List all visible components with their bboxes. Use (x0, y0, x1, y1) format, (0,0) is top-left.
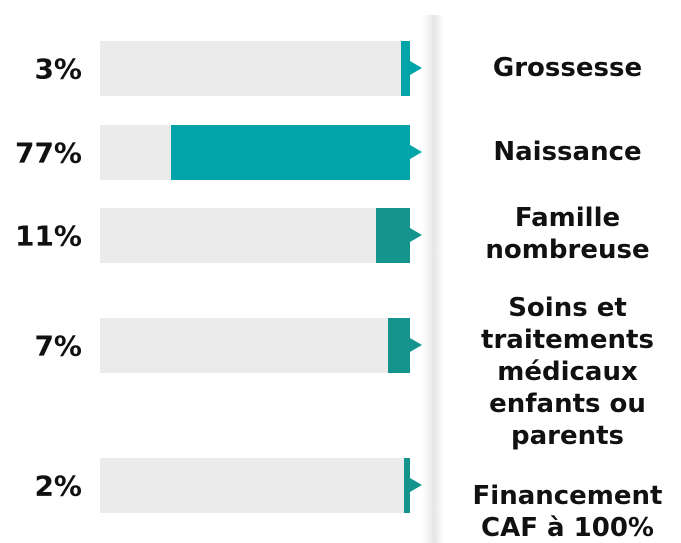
category-label: Financement CAF à 100% (472, 481, 663, 543)
value-label: 2% (34, 469, 82, 502)
bar (375, 208, 410, 263)
category-label: Grossesse (492, 53, 643, 83)
value-label: 11% (14, 219, 82, 252)
category-label: Naissance (493, 137, 642, 167)
category-label: Famille nombreuse (485, 203, 650, 265)
arrow (410, 61, 422, 75)
bar (388, 318, 410, 373)
bar-track (100, 458, 410, 513)
bar (171, 125, 410, 180)
arrow (410, 338, 422, 352)
arrow (410, 145, 422, 159)
bar (400, 41, 410, 96)
bar-track (100, 208, 410, 263)
separator (422, 15, 444, 543)
arrow (410, 228, 422, 242)
arrow (410, 478, 422, 492)
value-label: 77% (14, 136, 82, 169)
bar-track (100, 41, 410, 96)
value-label: 7% (34, 329, 82, 362)
bar-track (100, 318, 410, 373)
category-label: Soins et traitements médicaux enfants ou… (481, 293, 654, 451)
bar (403, 458, 410, 513)
value-label: 3% (34, 52, 82, 85)
